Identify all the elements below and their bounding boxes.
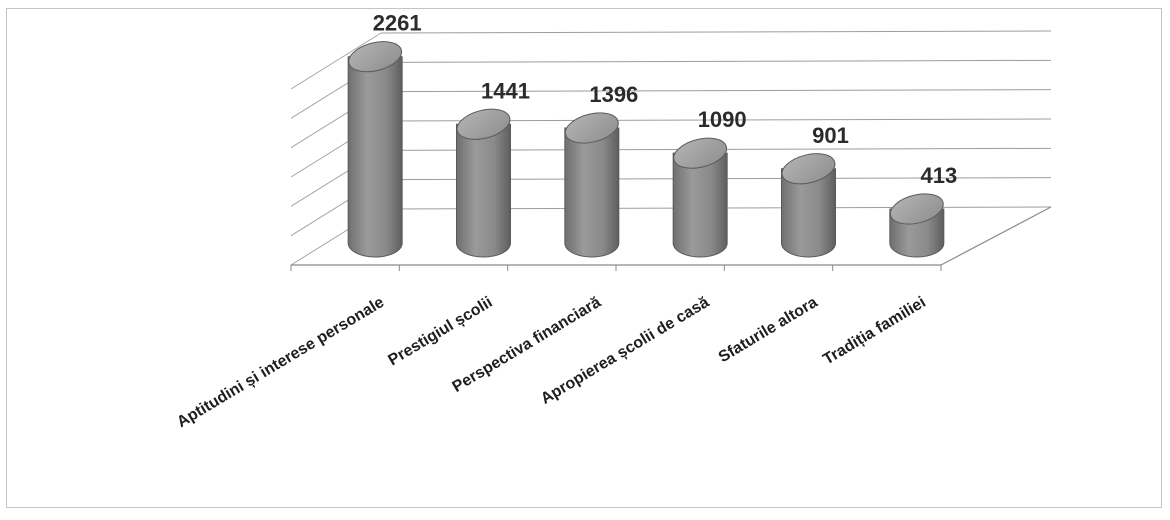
bar-0	[347, 41, 403, 258]
data-label-4: 901	[812, 123, 849, 148]
bar-top	[673, 137, 728, 169]
gridline-back	[380, 89, 1052, 93]
data-label-5: 413	[920, 163, 957, 188]
gridline-back	[380, 59, 1052, 63]
value-labels-layer: 2261 1441 1396 1090 901 413	[373, 11, 958, 188]
chart-frame: 2261 1441 1396 1090 901 413 Aptitudini și int…	[6, 8, 1162, 508]
gridline-back	[380, 30, 1052, 34]
category-label-4: Sfaturile altora	[716, 294, 821, 366]
category-label-0: Aptitudini și interese personale	[174, 294, 387, 431]
gridline-side	[290, 32, 382, 90]
bar-top	[564, 112, 619, 144]
bar-2	[564, 112, 620, 258]
bar-body	[672, 152, 728, 258]
category-label-1: Prestigiul școlii	[385, 294, 495, 369]
bar-1	[456, 108, 511, 258]
category-label-5: Tradiția familiei	[820, 294, 929, 369]
bar-4	[781, 153, 836, 258]
floor-right-edge	[940, 206, 1052, 266]
bars-layer	[347, 41, 945, 258]
bar-5	[889, 193, 945, 258]
data-label-3: 1090	[698, 107, 747, 132]
bar-body	[456, 123, 511, 258]
bar-top	[456, 108, 511, 140]
data-label-1: 1441	[481, 78, 530, 103]
bar-top	[348, 41, 403, 73]
data-label-2: 1396	[589, 82, 638, 107]
data-label-0: 2261	[373, 11, 422, 36]
category-label-3: Apropierea școlii de casă	[538, 294, 712, 408]
category-labels-layer: Aptitudini și interese personalePrestigi…	[174, 294, 929, 431]
bar-3	[672, 137, 728, 258]
bar-top	[889, 193, 944, 225]
bar-chart-3d: 2261 1441 1396 1090 901 413 Aptitudini și int…	[174, 11, 1052, 431]
bar-body	[347, 56, 403, 258]
bar-body	[564, 127, 620, 258]
bar-body	[781, 168, 836, 258]
bar-top	[781, 153, 836, 185]
